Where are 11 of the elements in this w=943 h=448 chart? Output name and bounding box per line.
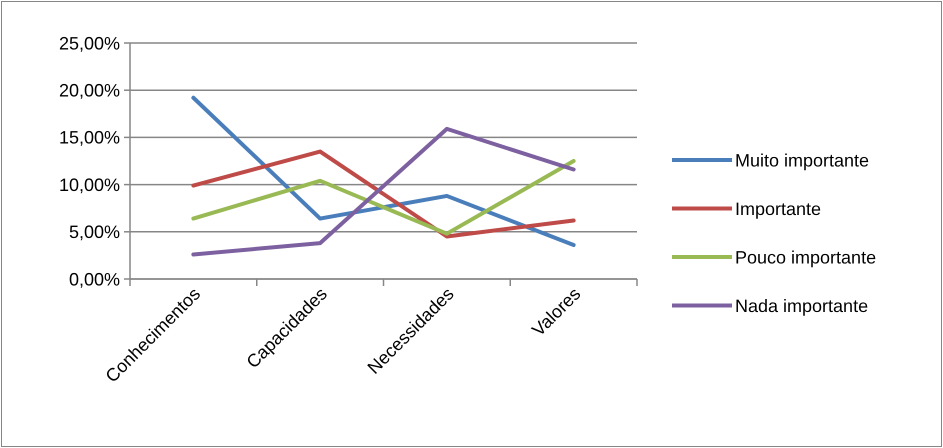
y-tick-label: 25,00% bbox=[58, 33, 120, 54]
legend-label: Muito importante bbox=[735, 150, 870, 170]
y-tick-label: 10,00% bbox=[58, 174, 120, 195]
legend-label: Pouco importante bbox=[735, 247, 876, 268]
y-tick-label: 0,00% bbox=[68, 269, 120, 290]
legend-label: Nada importante bbox=[735, 296, 868, 316]
line-series bbox=[191, 126, 576, 256]
y-tick-label: 5,00% bbox=[68, 222, 120, 242]
y-tick-label: 15,00% bbox=[58, 128, 120, 148]
y-tick-label: 20,00% bbox=[58, 80, 120, 100]
legend-label: Importante bbox=[735, 198, 822, 219]
